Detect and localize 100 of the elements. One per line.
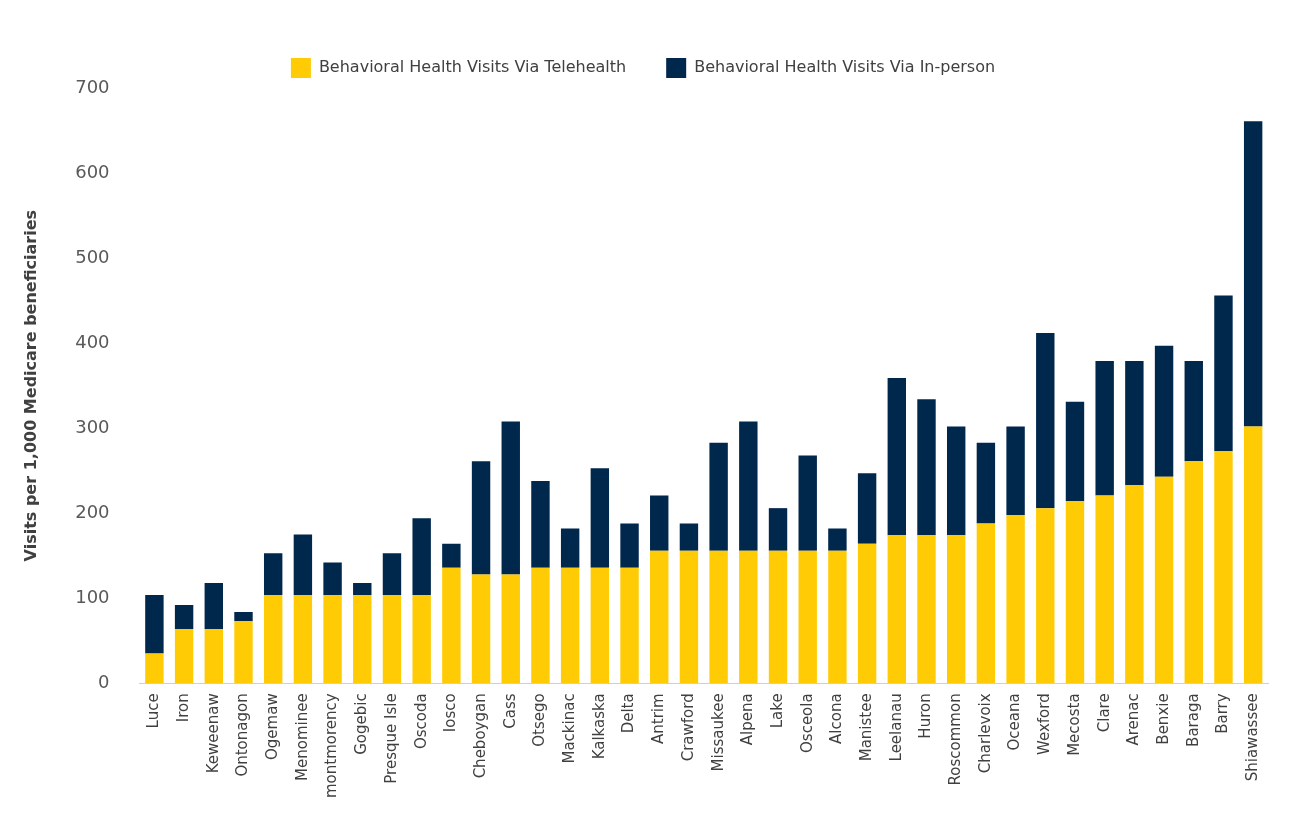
bar bbox=[828, 528, 847, 551]
bar bbox=[887, 378, 907, 536]
bar bbox=[382, 594, 402, 684]
bar bbox=[501, 421, 520, 575]
bar bbox=[946, 426, 966, 536]
bar bbox=[382, 553, 402, 595]
x-tick-label: Barry bbox=[1213, 693, 1232, 734]
x-tick-label: Antrim bbox=[649, 693, 668, 744]
bar bbox=[1154, 345, 1174, 477]
bar bbox=[531, 567, 550, 684]
bar bbox=[1065, 401, 1085, 502]
bar bbox=[145, 594, 164, 654]
bar bbox=[1154, 476, 1174, 684]
bar bbox=[1125, 361, 1144, 486]
bar bbox=[1095, 361, 1114, 496]
bar bbox=[590, 567, 610, 684]
bar bbox=[1065, 501, 1085, 684]
x-tick-label: Cheboygan bbox=[470, 693, 489, 779]
x-tick-label: Osceola bbox=[797, 693, 816, 753]
bar bbox=[828, 550, 847, 684]
bar bbox=[917, 535, 936, 684]
bar bbox=[679, 523, 699, 551]
x-tick-label: Shiawassee bbox=[1243, 693, 1262, 782]
bar bbox=[293, 594, 313, 684]
y-tick-label: 300 bbox=[75, 415, 110, 437]
bar bbox=[234, 611, 253, 622]
x-tick-label: Keweenaw bbox=[203, 693, 222, 774]
x-tick-label: Delta bbox=[619, 693, 638, 734]
bar bbox=[1036, 508, 1055, 684]
bar bbox=[679, 550, 699, 684]
bar bbox=[1243, 426, 1263, 684]
x-tick-label: Otsego bbox=[530, 693, 549, 747]
bar bbox=[293, 534, 313, 595]
x-tick-label: Arenac bbox=[1124, 693, 1143, 746]
bar bbox=[857, 473, 877, 544]
bar bbox=[798, 455, 817, 551]
bar bbox=[620, 567, 639, 684]
bar bbox=[442, 543, 461, 568]
bar bbox=[234, 621, 253, 684]
x-tick-label: Ontonagon bbox=[233, 693, 252, 777]
y-tick-label: 100 bbox=[75, 585, 110, 607]
bar bbox=[1036, 332, 1055, 509]
y-axis-title: Visits per 1,000 Medicare beneficiaries bbox=[20, 209, 40, 562]
x-tick-label: Iosco bbox=[441, 693, 460, 733]
x-tick-label: Missaukee bbox=[708, 693, 727, 772]
bar bbox=[650, 495, 669, 551]
x-tick-label: Crawford bbox=[678, 693, 697, 762]
y-tick-label: 200 bbox=[75, 500, 110, 522]
bar bbox=[857, 543, 877, 684]
bar bbox=[412, 594, 431, 684]
bar bbox=[174, 628, 194, 684]
bar bbox=[471, 574, 491, 684]
x-tick-label: Alpena bbox=[738, 693, 757, 746]
x-tick-label: Clare bbox=[1094, 693, 1113, 733]
x-tick-label: Presque Isle bbox=[381, 693, 400, 784]
bar bbox=[263, 594, 283, 684]
bar bbox=[650, 550, 669, 684]
x-tick-label: Cass bbox=[500, 693, 519, 729]
y-tick-label: 700 bbox=[75, 75, 110, 97]
bar bbox=[145, 653, 164, 684]
bar bbox=[946, 535, 966, 684]
bar bbox=[976, 523, 996, 684]
x-tick-label: Alcona bbox=[827, 693, 846, 744]
x-tick-label: montmorency bbox=[322, 693, 341, 799]
bar bbox=[263, 553, 283, 595]
bar bbox=[412, 518, 431, 595]
bar bbox=[174, 605, 194, 629]
bar bbox=[1006, 514, 1025, 684]
bar bbox=[353, 594, 372, 684]
bar bbox=[442, 567, 461, 684]
bar bbox=[323, 594, 342, 684]
legend-label: Behavioral Health Visits Via In-person bbox=[694, 57, 996, 77]
x-tick-label: Gogebic bbox=[352, 693, 371, 755]
y-tick-label: 0 bbox=[98, 671, 110, 693]
bar bbox=[739, 421, 758, 551]
x-tick-label: Wexford bbox=[1035, 693, 1054, 756]
bar bbox=[1125, 485, 1144, 684]
bar bbox=[768, 550, 788, 684]
bar bbox=[501, 574, 520, 684]
x-tick-label: Oscoda bbox=[411, 693, 430, 750]
bar bbox=[1214, 451, 1233, 684]
x-tick-label: Mecosta bbox=[1064, 693, 1083, 756]
x-tick-label: Charlevoix bbox=[975, 693, 994, 774]
x-tick-label: Baraga bbox=[1183, 693, 1202, 747]
x-tick-label: Ogemaw bbox=[263, 693, 282, 760]
bar bbox=[560, 567, 580, 684]
bar bbox=[887, 535, 907, 684]
y-tick-label: 600 bbox=[75, 160, 110, 182]
bar bbox=[204, 582, 223, 629]
bar bbox=[323, 562, 342, 595]
bar bbox=[1006, 426, 1025, 515]
x-tick-label: Menominee bbox=[292, 693, 311, 781]
bar bbox=[204, 628, 223, 684]
x-tick-label: Benxie bbox=[1153, 693, 1172, 745]
x-tick-label: Luce bbox=[144, 693, 163, 729]
bar bbox=[1243, 121, 1263, 427]
bar bbox=[471, 461, 491, 575]
x-tick-label: Lake bbox=[767, 693, 786, 729]
bar bbox=[590, 468, 610, 568]
bar bbox=[353, 582, 372, 595]
